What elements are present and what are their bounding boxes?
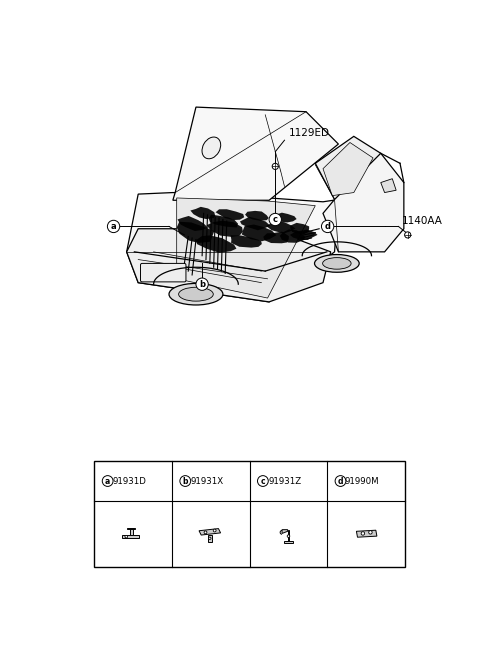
FancyBboxPatch shape	[95, 461, 405, 567]
Polygon shape	[206, 221, 243, 237]
Polygon shape	[178, 216, 208, 231]
Polygon shape	[127, 193, 338, 302]
Polygon shape	[173, 107, 338, 200]
Polygon shape	[288, 530, 289, 542]
Polygon shape	[280, 229, 305, 243]
Polygon shape	[284, 541, 293, 542]
Text: a: a	[111, 222, 116, 231]
Ellipse shape	[169, 284, 223, 305]
Polygon shape	[323, 153, 404, 252]
Polygon shape	[357, 530, 377, 537]
Polygon shape	[315, 136, 381, 200]
Polygon shape	[240, 217, 270, 231]
Polygon shape	[266, 221, 296, 233]
Text: a: a	[105, 477, 110, 485]
Text: 91931X: 91931X	[191, 477, 224, 485]
Polygon shape	[209, 215, 238, 227]
Circle shape	[209, 537, 211, 540]
Circle shape	[287, 535, 290, 537]
Polygon shape	[290, 229, 317, 240]
Circle shape	[369, 531, 372, 534]
Text: b: b	[199, 280, 205, 289]
Text: 1140AA: 1140AA	[402, 216, 443, 226]
Circle shape	[269, 214, 281, 226]
Polygon shape	[127, 229, 331, 302]
Circle shape	[361, 532, 365, 535]
Text: d: d	[338, 477, 343, 485]
Polygon shape	[199, 529, 221, 535]
Circle shape	[272, 163, 278, 170]
Circle shape	[204, 531, 207, 534]
Circle shape	[213, 529, 216, 532]
Text: 1129ED: 1129ED	[288, 128, 329, 138]
Circle shape	[405, 232, 411, 238]
Circle shape	[108, 220, 120, 233]
Polygon shape	[245, 211, 269, 221]
Polygon shape	[381, 179, 396, 193]
Circle shape	[180, 476, 191, 487]
FancyBboxPatch shape	[141, 263, 186, 282]
Text: c: c	[273, 215, 278, 224]
Polygon shape	[127, 527, 135, 529]
Circle shape	[335, 476, 346, 487]
Ellipse shape	[202, 137, 221, 159]
Text: 91931Z: 91931Z	[268, 477, 301, 485]
Ellipse shape	[323, 257, 351, 269]
Text: 91990M: 91990M	[345, 477, 380, 485]
Circle shape	[257, 476, 268, 487]
Polygon shape	[122, 535, 139, 538]
Polygon shape	[282, 530, 288, 533]
Polygon shape	[230, 235, 262, 248]
Polygon shape	[177, 221, 215, 243]
Polygon shape	[323, 143, 373, 196]
Polygon shape	[208, 535, 212, 542]
Circle shape	[196, 278, 208, 290]
Ellipse shape	[314, 255, 359, 272]
Polygon shape	[274, 213, 297, 223]
Polygon shape	[130, 527, 133, 535]
Polygon shape	[264, 232, 289, 243]
Text: c: c	[261, 477, 265, 485]
Polygon shape	[242, 225, 276, 241]
Ellipse shape	[179, 288, 213, 301]
Polygon shape	[191, 207, 215, 219]
Text: b: b	[182, 477, 188, 485]
Circle shape	[102, 476, 113, 487]
Circle shape	[322, 220, 334, 233]
Polygon shape	[177, 198, 315, 298]
Text: d: d	[324, 222, 331, 231]
Text: 91931D: 91931D	[112, 477, 146, 485]
Circle shape	[125, 535, 128, 538]
Polygon shape	[196, 235, 237, 253]
Polygon shape	[216, 209, 244, 220]
Polygon shape	[290, 223, 309, 234]
